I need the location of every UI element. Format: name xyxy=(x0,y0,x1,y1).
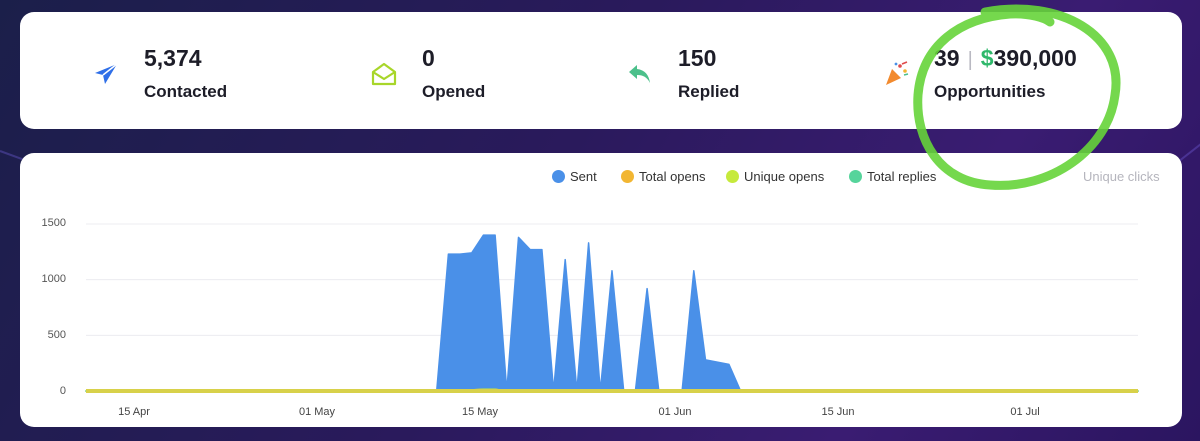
legend-dot-total-replies xyxy=(849,170,862,183)
value-separator: | xyxy=(967,49,973,71)
stat-opened: 0 Opened xyxy=(370,12,610,129)
paper-plane-icon xyxy=(95,63,118,84)
legend-dot-sent xyxy=(552,170,565,183)
contacted-value: 5,374 xyxy=(144,45,202,71)
legend-dot-unique-opens xyxy=(726,170,739,183)
x-tick-label: 01 May xyxy=(298,406,336,418)
stat-contacted: 5,374 Contacted xyxy=(92,12,332,129)
stats-card: 5,374 Contacted 0 Opened 150 Replied 39 |… xyxy=(20,12,1182,129)
x-tick-label: 15 Apr xyxy=(118,406,150,418)
opened-value: 0 xyxy=(422,45,435,71)
stat-replied: 150 Replied xyxy=(626,12,866,129)
opportunities-label: Opportunities xyxy=(934,82,1046,101)
reply-arrow-icon xyxy=(629,65,650,83)
legend-item-unique-opens[interactable]: Unique opens xyxy=(726,169,824,184)
y-tick-label: 1500 xyxy=(41,217,66,229)
legend-label: Sent xyxy=(570,169,597,184)
x-tick-label: 01 Jun xyxy=(658,406,692,418)
y-tick-label: 1000 xyxy=(41,273,66,285)
envelope-open-icon xyxy=(371,62,397,86)
opportunities-count: 39 xyxy=(934,45,960,71)
series-area-sent xyxy=(85,234,1139,392)
legend-label: Unique opens xyxy=(744,169,825,184)
stat-opportunities: 39 | $390,000 Opportunities xyxy=(882,12,1172,129)
opportunities-amount: 390,000 xyxy=(993,45,1077,71)
x-tick-label: 15 Jun xyxy=(821,406,855,418)
area-chart xyxy=(85,223,1139,393)
party-popper-icon xyxy=(886,61,909,85)
x-tick-label: 01 Jul xyxy=(1010,406,1040,418)
zero-baseline xyxy=(86,389,1138,393)
legend-dot-total-opens xyxy=(621,170,634,183)
opportunities-value: 39 | $390,000 xyxy=(934,45,1077,72)
opened-label: Opened xyxy=(422,82,486,101)
legend-item-sent[interactable]: Sent xyxy=(552,169,597,184)
replied-value: 150 xyxy=(678,45,717,71)
replied-label: Replied xyxy=(678,82,740,101)
contacted-label: Contacted xyxy=(144,82,228,101)
y-tick-label: 0 xyxy=(59,385,66,397)
legend-item-total-opens[interactable]: Total opens xyxy=(621,169,706,184)
y-tick-label: 500 xyxy=(47,329,66,341)
x-tick-label: 15 May xyxy=(461,406,499,418)
legend-label: Total opens xyxy=(639,169,706,184)
chart-card: Sent Total opens Unique opens Total repl… xyxy=(20,153,1182,427)
money-symbol: $ xyxy=(980,45,994,71)
